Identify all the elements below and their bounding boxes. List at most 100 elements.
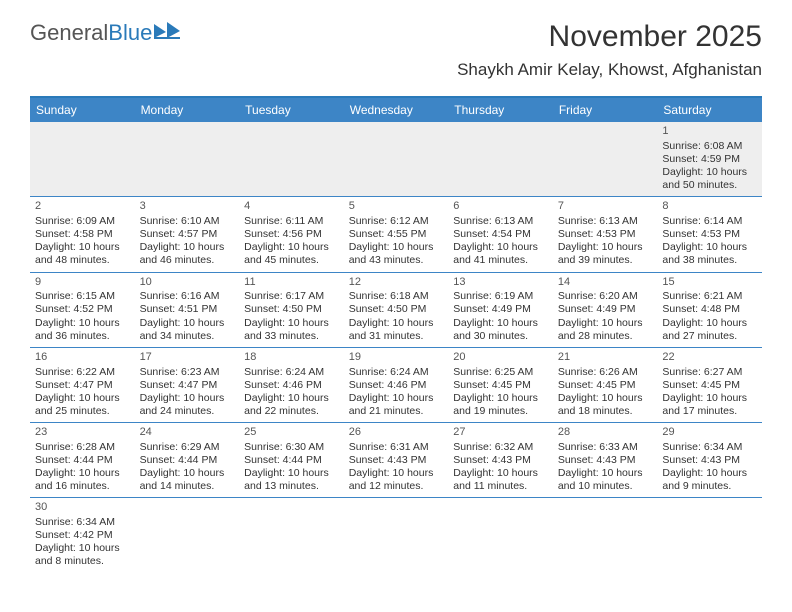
calendar-cell: 10Sunrise: 6:16 AMSunset: 4:51 PMDayligh…	[135, 273, 240, 347]
day-info-line: and 39 minutes.	[558, 254, 653, 267]
weekday-header: Wednesday	[344, 98, 449, 122]
calendar-cell	[553, 122, 658, 196]
calendar-cell: 14Sunrise: 6:20 AMSunset: 4:49 PMDayligh…	[553, 273, 658, 347]
day-info-line: Sunset: 4:57 PM	[140, 228, 235, 241]
day-info-line: and 22 minutes.	[244, 405, 339, 418]
day-info-line: Daylight: 10 hours	[140, 317, 235, 330]
day-info-line: Daylight: 10 hours	[558, 392, 653, 405]
day-info-line: and 41 minutes.	[453, 254, 548, 267]
day-info-line: and 19 minutes.	[453, 405, 548, 418]
day-number: 24	[140, 426, 235, 440]
day-number: 13	[453, 276, 548, 290]
day-info-line: Daylight: 10 hours	[662, 241, 757, 254]
day-info-line: Sunrise: 6:32 AM	[453, 441, 548, 454]
day-info-line: and 14 minutes.	[140, 480, 235, 493]
day-info-line: and 10 minutes.	[558, 480, 653, 493]
day-info-line: Sunset: 4:53 PM	[558, 228, 653, 241]
location: Shaykh Amir Kelay, Khowst, Afghanistan	[457, 60, 762, 80]
day-info-line: Daylight: 10 hours	[140, 392, 235, 405]
day-info-line: Sunset: 4:45 PM	[453, 379, 548, 392]
day-info-line: and 17 minutes.	[662, 405, 757, 418]
day-info-line: Sunset: 4:44 PM	[140, 454, 235, 467]
day-number: 11	[244, 276, 339, 290]
day-number: 20	[453, 351, 548, 365]
day-info-line: Daylight: 10 hours	[662, 392, 757, 405]
day-info-line: Sunset: 4:49 PM	[558, 303, 653, 316]
day-info-line: Sunrise: 6:13 AM	[453, 215, 548, 228]
day-info-line: Daylight: 10 hours	[349, 317, 444, 330]
day-info-line: Daylight: 10 hours	[558, 317, 653, 330]
day-info-line: and 45 minutes.	[244, 254, 339, 267]
calendar-cell: 1Sunrise: 6:08 AMSunset: 4:59 PMDaylight…	[657, 122, 762, 196]
day-info-line: Sunrise: 6:24 AM	[349, 366, 444, 379]
calendar-cell	[657, 498, 762, 572]
calendar-cell: 25Sunrise: 6:30 AMSunset: 4:44 PMDayligh…	[239, 423, 344, 497]
day-info-line: Sunset: 4:59 PM	[662, 153, 757, 166]
calendar-cell: 11Sunrise: 6:17 AMSunset: 4:50 PMDayligh…	[239, 273, 344, 347]
day-info-line: Sunrise: 6:19 AM	[453, 290, 548, 303]
day-info-line: Sunrise: 6:11 AM	[244, 215, 339, 228]
calendar-cell: 8Sunrise: 6:14 AMSunset: 4:53 PMDaylight…	[657, 197, 762, 271]
day-info-line: Sunset: 4:43 PM	[349, 454, 444, 467]
calendar-cell: 13Sunrise: 6:19 AMSunset: 4:49 PMDayligh…	[448, 273, 553, 347]
day-info-line: and 36 minutes.	[35, 330, 130, 343]
day-info-line: Sunset: 4:46 PM	[349, 379, 444, 392]
header: GeneralBlue November 2025 Shaykh Amir Ke…	[0, 0, 792, 88]
day-number: 5	[349, 200, 444, 214]
day-info-line: and 38 minutes.	[662, 254, 757, 267]
day-info-line: and 43 minutes.	[349, 254, 444, 267]
day-info-line: and 30 minutes.	[453, 330, 548, 343]
day-info-line: Sunset: 4:50 PM	[349, 303, 444, 316]
day-info-line: Sunrise: 6:12 AM	[349, 215, 444, 228]
calendar-cell: 19Sunrise: 6:24 AMSunset: 4:46 PMDayligh…	[344, 348, 449, 422]
day-info-line: Sunrise: 6:30 AM	[244, 441, 339, 454]
day-number: 12	[349, 276, 444, 290]
day-info-line: Sunrise: 6:27 AM	[662, 366, 757, 379]
day-info-line: Daylight: 10 hours	[140, 241, 235, 254]
calendar-cell: 6Sunrise: 6:13 AMSunset: 4:54 PMDaylight…	[448, 197, 553, 271]
day-info-line: Sunrise: 6:21 AM	[662, 290, 757, 303]
day-number: 9	[35, 276, 130, 290]
day-info-line: Sunset: 4:43 PM	[662, 454, 757, 467]
day-info-line: and 27 minutes.	[662, 330, 757, 343]
logo-text-1: General	[30, 20, 108, 46]
calendar-cell: 20Sunrise: 6:25 AMSunset: 4:45 PMDayligh…	[448, 348, 553, 422]
day-info-line: and 34 minutes.	[140, 330, 235, 343]
logo: GeneralBlue	[30, 20, 180, 46]
day-info-line: Sunrise: 6:25 AM	[453, 366, 548, 379]
calendar-cell: 26Sunrise: 6:31 AMSunset: 4:43 PMDayligh…	[344, 423, 449, 497]
day-info-line: Sunrise: 6:34 AM	[35, 516, 130, 529]
day-number: 16	[35, 351, 130, 365]
day-info-line: and 46 minutes.	[140, 254, 235, 267]
weekday-header: Tuesday	[239, 98, 344, 122]
calendar: SundayMondayTuesdayWednesdayThursdayFrid…	[30, 96, 762, 573]
calendar-cell: 2Sunrise: 6:09 AMSunset: 4:58 PMDaylight…	[30, 197, 135, 271]
day-info-line: Sunrise: 6:15 AM	[35, 290, 130, 303]
day-number: 19	[349, 351, 444, 365]
calendar-cell: 30Sunrise: 6:34 AMSunset: 4:42 PMDayligh…	[30, 498, 135, 572]
day-info-line: Sunrise: 6:14 AM	[662, 215, 757, 228]
calendar-cell: 24Sunrise: 6:29 AMSunset: 4:44 PMDayligh…	[135, 423, 240, 497]
day-number: 8	[662, 200, 757, 214]
day-info-line: Daylight: 10 hours	[244, 392, 339, 405]
day-info-line: Sunrise: 6:09 AM	[35, 215, 130, 228]
day-number: 17	[140, 351, 235, 365]
calendar-cell: 7Sunrise: 6:13 AMSunset: 4:53 PMDaylight…	[553, 197, 658, 271]
day-info-line: Daylight: 10 hours	[244, 241, 339, 254]
day-info-line: Daylight: 10 hours	[140, 467, 235, 480]
day-info-line: and 18 minutes.	[558, 405, 653, 418]
day-info-line: and 25 minutes.	[35, 405, 130, 418]
day-info-line: Sunset: 4:46 PM	[244, 379, 339, 392]
day-info-line: Sunset: 4:45 PM	[558, 379, 653, 392]
day-info-line: Daylight: 10 hours	[558, 467, 653, 480]
day-info-line: Sunrise: 6:34 AM	[662, 441, 757, 454]
day-info-line: Daylight: 10 hours	[35, 467, 130, 480]
calendar-cell: 27Sunrise: 6:32 AMSunset: 4:43 PMDayligh…	[448, 423, 553, 497]
day-info-line: Sunset: 4:47 PM	[140, 379, 235, 392]
day-info-line: Daylight: 10 hours	[453, 467, 548, 480]
day-number: 7	[558, 200, 653, 214]
flag-icon	[154, 20, 180, 46]
title-block: November 2025 Shaykh Amir Kelay, Khowst,…	[457, 20, 762, 80]
day-number: 27	[453, 426, 548, 440]
day-number: 6	[453, 200, 548, 214]
